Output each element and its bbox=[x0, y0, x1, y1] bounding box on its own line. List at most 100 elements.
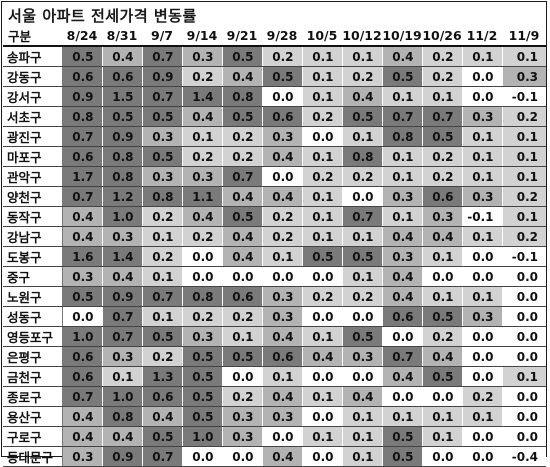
value-cell: 0.0 bbox=[461, 66, 502, 87]
value-cell: 0.7 bbox=[341, 206, 382, 227]
value-cell: 1.0 bbox=[101, 206, 142, 227]
value-cell: 0.4 bbox=[381, 226, 422, 247]
value-cell: 0.2 bbox=[221, 126, 262, 147]
table-row: 강동구 0.6 0.6 0.9 0.2 0.4 0.5 0.1 0.2 0.5 0.2 0.0 0.3 bbox=[3, 66, 546, 87]
value-cell: 0.7 bbox=[101, 306, 142, 327]
value-cell: 0.4 bbox=[181, 106, 222, 127]
district-name: 관악구 bbox=[3, 166, 63, 187]
value-cell: 0.0 bbox=[461, 366, 502, 387]
value-cell: 0.7 bbox=[221, 166, 262, 187]
value-cell: 0.4 bbox=[221, 226, 262, 247]
value-cell: 0.0 bbox=[221, 366, 262, 387]
value-cell: 1.4 bbox=[181, 86, 222, 107]
value-cell: 0.5 bbox=[381, 426, 422, 447]
value-cell: 0.5 bbox=[341, 246, 382, 267]
value-cell: 0.8 bbox=[101, 406, 142, 427]
value-cell: 0.1 bbox=[301, 326, 342, 347]
value-cell: 1.0 bbox=[181, 426, 222, 447]
value-cell: 0.2 bbox=[341, 286, 382, 307]
value-cell: 0.2 bbox=[421, 326, 462, 347]
value-cell: 1.0 bbox=[61, 326, 102, 347]
value-cell: 0.3 bbox=[61, 266, 102, 287]
value-cell: 0.0 bbox=[501, 306, 546, 327]
table-row: 강남구 0.4 0.3 0.1 0.2 0.4 0.2 0.1 0.1 0.4 0.4 0.1 0.2 bbox=[3, 226, 546, 247]
district-name: 금천구 bbox=[3, 366, 63, 387]
value-cell: 0.6 bbox=[381, 306, 422, 327]
value-cell: 0.1 bbox=[461, 166, 502, 187]
value-cell: 0.7 bbox=[381, 346, 422, 367]
value-cell: 0.1 bbox=[461, 126, 502, 147]
value-cell: 0.5 bbox=[301, 246, 342, 267]
value-cell: 0.8 bbox=[381, 126, 422, 147]
value-cell: 0.3 bbox=[181, 166, 222, 187]
value-cell: 0.6 bbox=[61, 146, 102, 167]
table-row: 관악구 1.7 0.8 0.3 0.3 0.7 0.0 0.2 0.2 0.1 0.2 0.1 0.1 bbox=[3, 166, 546, 187]
value-cell: 0.6 bbox=[261, 346, 302, 367]
value-cell: 0.3 bbox=[261, 306, 302, 327]
value-cell: 0.2 bbox=[261, 226, 302, 247]
value-cell: 0.9 bbox=[61, 86, 102, 107]
value-cell: 0.5 bbox=[421, 366, 462, 387]
district-name: 구로구 bbox=[3, 426, 63, 447]
value-cell: 0.2 bbox=[141, 206, 182, 227]
value-cell: 0.4 bbox=[101, 266, 142, 287]
value-cell: 0.0 bbox=[341, 306, 382, 327]
value-cell: 0.9 bbox=[141, 66, 182, 87]
value-cell: 0.4 bbox=[61, 206, 102, 227]
value-cell: 0.3 bbox=[501, 66, 546, 87]
value-cell: 0.5 bbox=[101, 106, 142, 127]
district-name: 강남구 bbox=[3, 226, 63, 247]
value-cell: 0.4 bbox=[261, 186, 302, 207]
header-date-8: 10/19 bbox=[382, 26, 422, 47]
value-cell: 0.1 bbox=[341, 266, 382, 287]
value-cell: 0.2 bbox=[181, 66, 222, 87]
value-cell: 0.0 bbox=[461, 446, 502, 467]
value-cell: 0.0 bbox=[301, 446, 342, 467]
value-cell: 0.4 bbox=[221, 186, 262, 207]
value-cell: 0.5 bbox=[181, 366, 222, 387]
value-cell: 1.3 bbox=[141, 366, 182, 387]
value-cell: 0.4 bbox=[61, 426, 102, 447]
value-cell: 0.5 bbox=[421, 126, 462, 147]
value-cell: 0.6 bbox=[61, 346, 102, 367]
value-cell: 0.3 bbox=[101, 346, 142, 367]
value-cell: 0.7 bbox=[381, 106, 422, 127]
value-cell: 0.4 bbox=[341, 86, 382, 107]
value-cell: 0.2 bbox=[221, 146, 262, 167]
value-cell: 0.0 bbox=[181, 446, 222, 467]
value-cell: 0.2 bbox=[141, 346, 182, 367]
value-cell: 0.5 bbox=[261, 66, 302, 87]
value-cell: 0.1 bbox=[301, 86, 342, 107]
value-cell: -0.4 bbox=[501, 446, 546, 467]
district-name: 노원구 bbox=[3, 286, 63, 307]
value-cell: 0.0 bbox=[221, 446, 262, 467]
table-header: 구분 8/24 8/31 9/7 9/14 9/21 9/28 10/5 10/12 10/19… bbox=[3, 26, 546, 47]
value-cell: 0.3 bbox=[261, 126, 302, 147]
table-row: 서초구 0.8 0.5 0.5 0.4 0.5 0.6 0.2 0.5 0.7 0.7 0.3 0.2 bbox=[3, 106, 546, 127]
value-cell: 0.7 bbox=[141, 86, 182, 107]
value-cell: 0.3 bbox=[381, 246, 422, 267]
value-cell: 0.0 bbox=[261, 86, 302, 107]
value-cell: 0.0 bbox=[461, 86, 502, 107]
value-cell: 0.7 bbox=[61, 126, 102, 147]
district-name: 성동구 bbox=[3, 306, 63, 327]
value-cell: 0.0 bbox=[61, 306, 102, 327]
value-cell: 0.4 bbox=[261, 386, 302, 407]
value-cell: 0.1 bbox=[421, 426, 462, 447]
district-name: 도봉구 bbox=[3, 246, 63, 267]
district-name: 중구 bbox=[3, 266, 63, 287]
header-date-9: 10/26 bbox=[422, 26, 462, 47]
value-cell: 0.1 bbox=[341, 426, 382, 447]
district-name: 양천구 bbox=[3, 186, 63, 207]
district-name: 강동구 bbox=[3, 66, 63, 87]
value-cell: 0.5 bbox=[341, 106, 382, 127]
value-cell: 0.1 bbox=[141, 306, 182, 327]
value-cell: 0.3 bbox=[61, 446, 102, 467]
value-cell: 0.4 bbox=[301, 346, 342, 367]
value-cell: 0.1 bbox=[301, 426, 342, 447]
value-cell: 0.0 bbox=[501, 346, 546, 367]
value-cell: 0.1 bbox=[341, 446, 382, 467]
value-cell: 0.1 bbox=[261, 246, 302, 267]
table-row: 노원구 0.5 0.9 0.7 0.8 0.6 0.3 0.2 0.2 0.4 0.1 0.1 0.0 bbox=[3, 286, 546, 307]
value-cell: 1.2 bbox=[101, 186, 142, 207]
